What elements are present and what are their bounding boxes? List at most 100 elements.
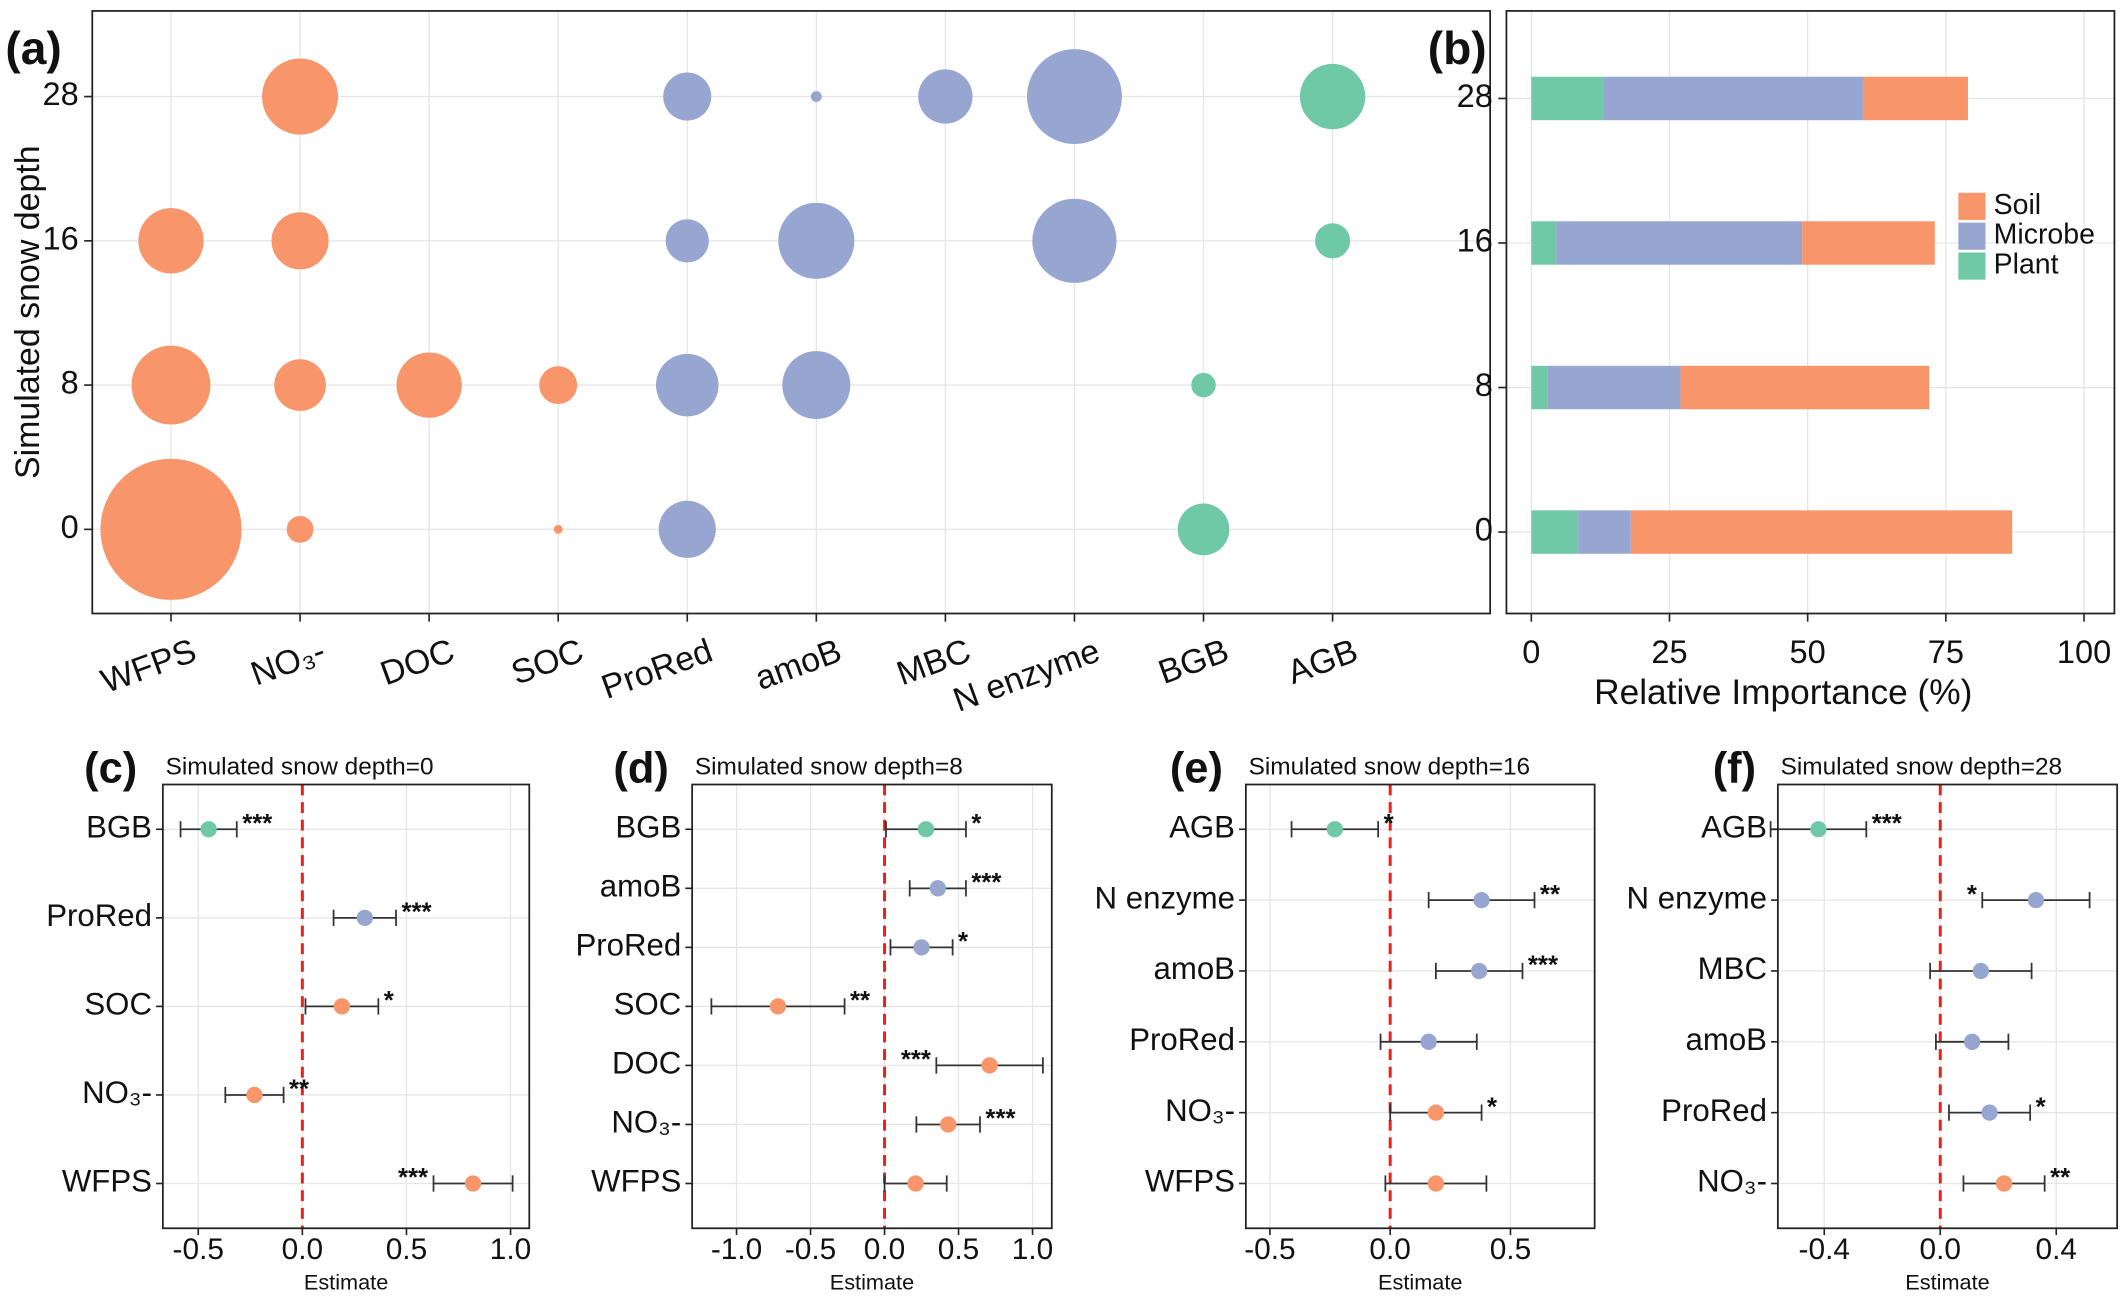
bubble: [100, 458, 242, 600]
bubble: [138, 208, 204, 274]
estimate-point: [1427, 1175, 1445, 1192]
estimate-point: [1810, 821, 1827, 838]
y-tick-label: amoB: [1685, 1022, 1767, 1057]
y-tick-label: ProRed: [46, 898, 152, 933]
bar-segment: [1680, 365, 1930, 410]
bubble: [658, 500, 716, 558]
significance-label: **: [1540, 881, 1560, 909]
estimate-point: [1981, 1104, 1998, 1121]
plot-frame: [691, 783, 1053, 1230]
significance-label: *: [1487, 1093, 1497, 1121]
significance-label: ***: [401, 899, 431, 927]
x-tick-label: ProRed: [596, 632, 717, 707]
x-tick-label: 75: [1928, 634, 1964, 670]
bar-segment: [1802, 221, 1935, 265]
x-tick-label: BGB: [1153, 632, 1233, 692]
bubble: [396, 352, 462, 418]
y-tick-label: AGB: [1169, 810, 1235, 845]
estimate-point: [333, 998, 351, 1015]
estimate-point: [246, 1086, 263, 1104]
bubble: [918, 69, 973, 124]
y-tick-label: 16: [42, 220, 78, 256]
x-tick-label: 0: [1522, 634, 1540, 670]
estimate-point: [769, 998, 787, 1015]
x-tick-label: 1.0: [1012, 1233, 1054, 1266]
y-tick-label: BGB: [615, 810, 681, 845]
y-tick-label: 28: [1457, 78, 1493, 114]
bar-segment: [1547, 365, 1681, 410]
y-tick-label: amoB: [600, 869, 682, 904]
bar-segment: [1603, 76, 1863, 121]
x-tick-label: AGB: [1283, 632, 1363, 692]
x-axis-label: Estimate: [1378, 1270, 1462, 1295]
x-tick-label: 25: [1651, 634, 1687, 670]
bubble: [262, 58, 339, 135]
bar-segment: [1578, 510, 1631, 554]
y-tick-label: ProRed: [575, 928, 681, 963]
significance-label: **: [2050, 1164, 2070, 1192]
panel-label: (e): [1170, 744, 1223, 792]
panel-label: (d): [613, 744, 668, 792]
estimate-point: [907, 1175, 924, 1192]
bubble: [271, 212, 329, 270]
y-tick-label: WFPS: [1145, 1164, 1235, 1199]
significance-label: ***: [1528, 952, 1558, 980]
estimate-point: [981, 1057, 998, 1074]
bar-segment: [1531, 221, 1557, 265]
y-tick-label: 0: [61, 509, 79, 545]
bubble: [782, 351, 851, 420]
estimate-point: [1964, 1033, 1981, 1050]
bar-segment: [1531, 510, 1579, 554]
x-tick-label: 100: [2057, 634, 2111, 670]
x-tick-label: 0.0: [864, 1233, 906, 1266]
bar-segment: [1630, 510, 2013, 554]
bar-segment: [1531, 76, 1604, 121]
legend-label: Soil: [1994, 189, 2042, 221]
y-tick-label: NO₃-: [611, 1105, 681, 1140]
significance-label: *: [1384, 810, 1394, 838]
bubble: [665, 219, 709, 263]
x-tick-label: 0.5: [938, 1233, 980, 1266]
significance-label: ***: [901, 1046, 931, 1074]
x-tick-label: WFPS: [96, 632, 201, 701]
estimate-point: [1326, 821, 1344, 838]
bubble: [778, 202, 855, 279]
estimate-point: [356, 909, 373, 926]
plot-frame: [91, 10, 1492, 615]
bubble: [131, 345, 211, 425]
estimate-point: [940, 1116, 957, 1133]
y-tick-label: NO₃-: [1165, 1093, 1235, 1128]
estimate-point: [1995, 1175, 2013, 1192]
estimate-point: [913, 939, 930, 956]
significance-label: ***: [1872, 810, 1902, 838]
estimate-point: [1473, 891, 1490, 909]
x-tick-label: -1.0: [711, 1233, 762, 1266]
x-tick-label: 1.0: [490, 1233, 532, 1266]
y-tick-label: N enzyme: [1095, 880, 1235, 915]
panel-label: (a): [5, 22, 61, 74]
legend-swatch: [1958, 222, 1986, 250]
x-tick-label: 0.0: [282, 1233, 324, 1266]
x-tick-label: N enzyme: [948, 632, 1104, 720]
y-tick-label: DOC: [612, 1046, 681, 1081]
y-tick-label: amoB: [1153, 951, 1235, 986]
estimate-point: [1972, 962, 1989, 980]
x-tick-label: 50: [1790, 634, 1826, 670]
legend-swatch: [1958, 252, 1986, 280]
x-axis-label: Estimate: [1905, 1270, 1989, 1295]
x-tick-label: 0.5: [386, 1233, 428, 1266]
significance-label: *: [958, 928, 968, 956]
plot-frame: [161, 783, 531, 1230]
plot-frame: [1776, 783, 2119, 1230]
panel-label: (f): [1713, 744, 1756, 792]
y-tick-label: 28: [42, 76, 78, 112]
estimate-point: [929, 880, 946, 897]
y-tick-label: 8: [1475, 367, 1493, 403]
bubble: [1027, 49, 1122, 145]
x-tick-label: -0.5: [173, 1233, 224, 1266]
y-tick-label: NO₃-: [82, 1075, 152, 1110]
plot-frame: [1505, 10, 2116, 615]
significance-label: *: [384, 987, 394, 1015]
panel-title: Simulated snow depth=16: [1249, 754, 1531, 781]
